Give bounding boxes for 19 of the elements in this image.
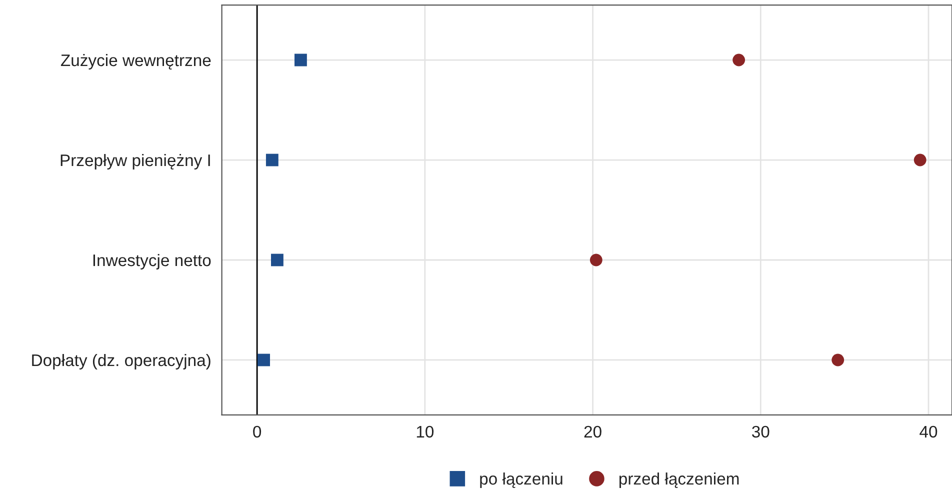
x-tick-label: 10 xyxy=(416,426,434,438)
point xyxy=(294,54,307,66)
point xyxy=(914,154,926,166)
point xyxy=(271,254,284,266)
point xyxy=(258,354,270,366)
point xyxy=(732,54,746,66)
point xyxy=(590,254,602,266)
legend-label: po łączeniu xyxy=(480,472,562,488)
x-tick-label: 30 xyxy=(752,426,770,438)
x-tick-label: 20 xyxy=(584,426,602,438)
point xyxy=(832,354,844,366)
x-tick-label: 0 xyxy=(253,426,262,438)
y-tick-label: Inwestycje netto xyxy=(93,254,211,270)
point xyxy=(266,154,278,166)
legend-label: przed łączeniem xyxy=(619,472,739,488)
y-tick-label: Dopłaty (dz. operacyjna) xyxy=(32,354,210,370)
y-tick-label: Przepływ pieniężny I xyxy=(60,154,210,170)
y-tick-label: Zużycie wewnętrzne xyxy=(60,54,211,70)
x-tick-label: 40 xyxy=(920,426,938,438)
